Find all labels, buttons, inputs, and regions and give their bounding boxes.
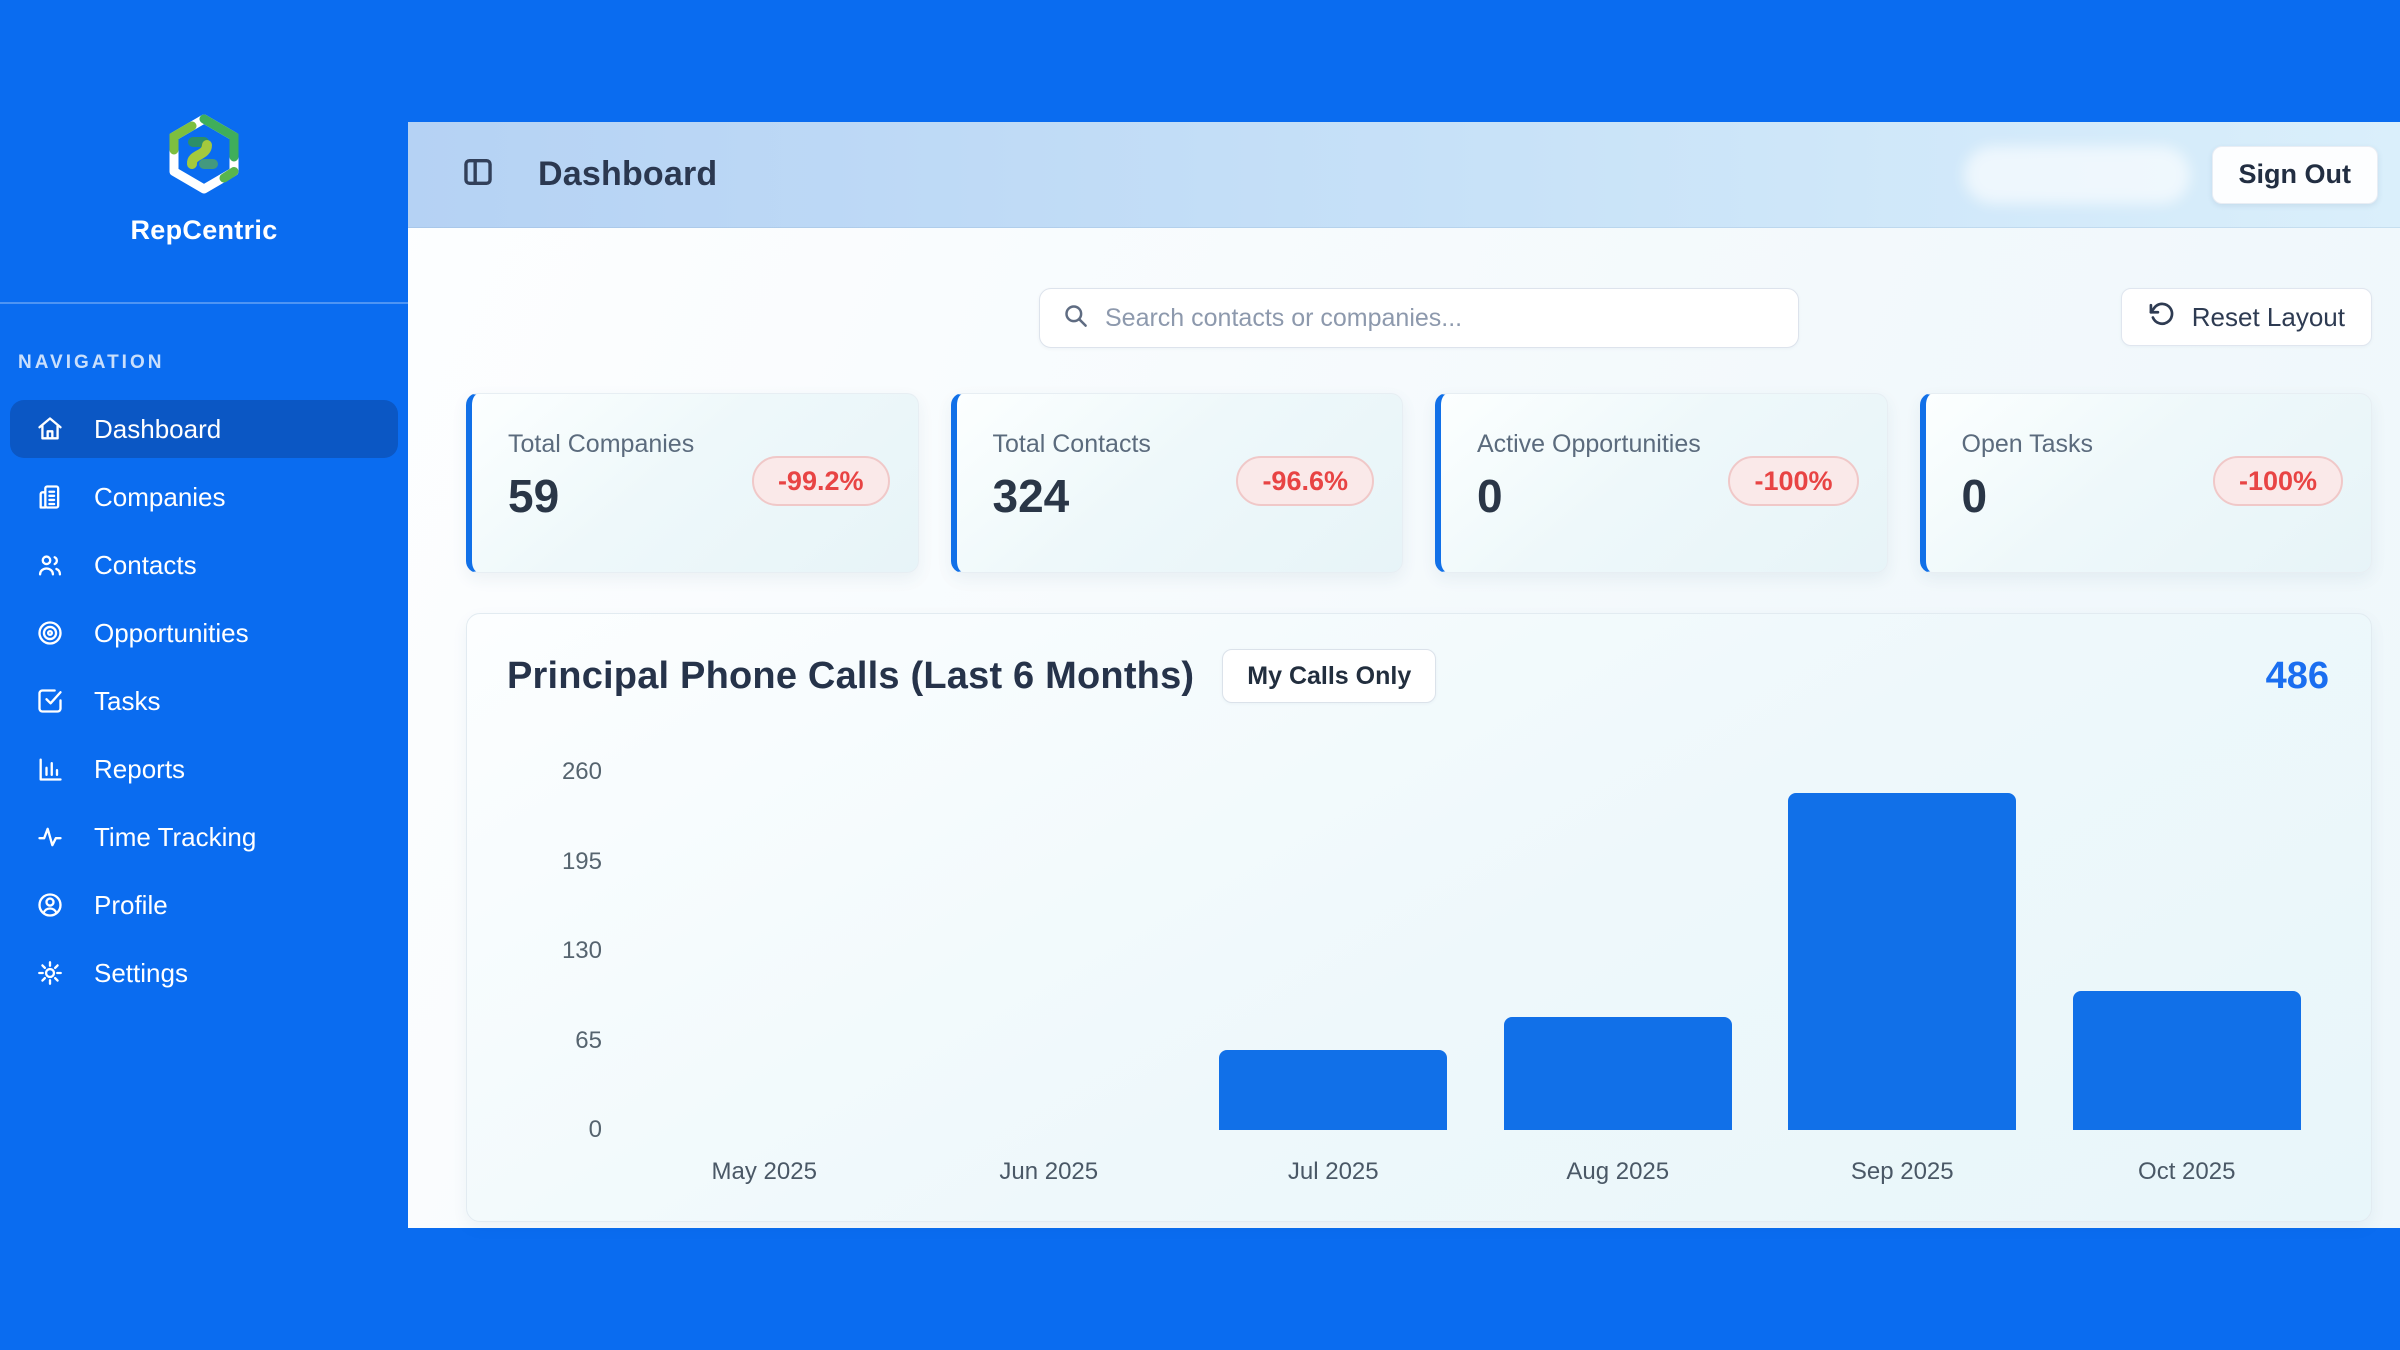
sidebar-item-label: Dashboard <box>94 413 222 444</box>
sidebar-item-contacts[interactable]: Contacts <box>10 536 398 594</box>
chart-bar-slot <box>907 772 1192 1130</box>
sidebar-item-settings[interactable]: Settings <box>10 944 398 1002</box>
sidebar-item-label: Time Tracking <box>94 821 257 852</box>
sidebar: RepCentric NAVIGATION Dashboard Companie… <box>0 0 408 1350</box>
toolbar-row: Reset Layout <box>466 288 2372 348</box>
reset-layout-button[interactable]: Reset Layout <box>2120 288 2372 346</box>
bar-chart: 260 195 130 65 0 <box>507 760 2329 1142</box>
sidebar-item-label: Tasks <box>94 685 161 716</box>
stat-value: 0 <box>1961 470 1988 522</box>
bar-chart-icon <box>36 755 64 783</box>
y-tick: 0 <box>588 1116 602 1143</box>
stat-label: Total Contacts <box>992 430 1151 458</box>
building-icon <box>36 483 64 511</box>
page-title: Dashboard <box>538 155 718 193</box>
stat-card-total-contacts: Total Contacts 324 -96.6% <box>950 393 1403 573</box>
stat-change-badge: -99.2% <box>751 456 890 506</box>
chart-bar-slot <box>1191 772 1476 1130</box>
chart-plot-area <box>622 772 2329 1130</box>
x-tick: Sep 2025 <box>1850 1158 1954 1185</box>
reset-layout-label: Reset Layout <box>2191 301 2345 332</box>
sidebar-item-dashboard[interactable]: Dashboard <box>10 400 398 458</box>
brand-logo-block: RepCentric <box>0 0 408 246</box>
sidebar-item-reports[interactable]: Reports <box>10 740 398 798</box>
chart-bar-aug[interactable] <box>1503 1017 1732 1130</box>
sidebar-nav: Dashboard Companies Contacts Opportuniti… <box>0 400 408 1002</box>
user-email-blurred <box>1963 145 2190 204</box>
stat-card-total-companies: Total Companies 59 -99.2% <box>466 393 919 573</box>
stat-value: 59 <box>508 470 560 522</box>
x-tick: May 2025 <box>711 1158 817 1185</box>
chart-bar-slot <box>622 772 907 1130</box>
my-calls-only-button[interactable]: My Calls Only <box>1222 649 1437 703</box>
brand-name: RepCentric <box>130 215 278 245</box>
stat-change-badge: -100% <box>1728 456 1859 506</box>
y-tick: 260 <box>561 758 602 785</box>
sidebar-item-profile[interactable]: Profile <box>10 876 398 934</box>
sidebar-toggle-button[interactable] <box>458 155 498 195</box>
stat-label: Total Companies <box>508 430 695 458</box>
chart-bar-sep[interactable] <box>1788 792 2017 1130</box>
stat-label: Open Tasks <box>1961 430 2094 458</box>
chart-bar-slot <box>1760 772 2045 1130</box>
sidebar-item-time-tracking[interactable]: Time Tracking <box>10 808 398 866</box>
y-tick: 195 <box>561 847 602 875</box>
sidebar-item-label: Contacts <box>94 549 197 580</box>
sidebar-item-label: Reports <box>94 753 186 784</box>
x-tick: Jun 2025 <box>999 1158 1099 1185</box>
sidebar-item-opportunities[interactable]: Opportunities <box>10 604 398 662</box>
user-circle-icon <box>36 891 64 919</box>
sidebar-item-label: Companies <box>94 481 226 512</box>
y-tick: 130 <box>561 937 602 964</box>
home-icon <box>36 415 64 443</box>
panel-toggle-icon <box>461 155 495 194</box>
stats-row: Total Companies 59 -99.2% Total Contacts… <box>466 393 2372 573</box>
chart-bar-jul[interactable] <box>1219 1050 1448 1130</box>
stat-value: 324 <box>992 470 1070 522</box>
rotate-ccw-icon <box>2148 300 2176 335</box>
stat-change-badge: -100% <box>2212 456 2343 506</box>
sidebar-item-tasks[interactable]: Tasks <box>10 672 398 730</box>
search-icon <box>1062 302 1089 334</box>
y-axis-labels: 260 195 130 65 0 <box>507 760 622 1142</box>
stat-card-active-opportunities: Active Opportunities 0 -100% <box>1435 393 1888 573</box>
x-tick: Oct 2025 <box>2138 1158 2236 1185</box>
x-tick: Jul 2025 <box>1287 1158 1379 1185</box>
dashboard-content: Reset Layout Total Companies 59 -99.2% T… <box>408 288 2400 1222</box>
sidebar-divider <box>0 302 408 304</box>
chart-bar-slot <box>1476 772 1761 1130</box>
x-tick: Aug 2025 <box>1566 1158 1670 1185</box>
top-header-bar: Dashboard Sign Out <box>408 122 2400 228</box>
x-axis-labels: May 2025 Jun 2025 Jul 2025 Aug 2025 Sep … <box>622 1158 2329 1186</box>
stat-change-badge: -96.6% <box>1236 456 1374 506</box>
chart-total-value: 486 <box>2265 654 2329 697</box>
chart-header: Principal Phone Calls (Last 6 Months) My… <box>507 648 2329 704</box>
global-search[interactable] <box>1039 288 1799 348</box>
sign-out-button[interactable]: Sign Out <box>2211 145 2378 204</box>
sidebar-item-label: Opportunities <box>94 617 249 648</box>
sidebar-item-companies[interactable]: Companies <box>10 468 398 526</box>
sidebar-item-label: Settings <box>94 957 188 988</box>
target-icon <box>36 619 64 647</box>
users-icon <box>36 551 64 579</box>
header-right-group: Sign Out <box>1963 145 2378 204</box>
phone-calls-chart-card: Principal Phone Calls (Last 6 Months) My… <box>466 613 2372 1222</box>
activity-icon <box>36 823 64 851</box>
chart-bar-oct[interactable] <box>2072 990 2301 1130</box>
nav-section-label: NAVIGATION <box>18 352 165 373</box>
gear-icon <box>36 959 64 987</box>
y-tick: 65 <box>575 1026 602 1054</box>
stat-card-open-tasks: Open Tasks 0 -100% <box>1919 393 2372 573</box>
chart-bar-slot <box>2045 772 2330 1130</box>
sidebar-item-label: Profile <box>94 889 168 920</box>
stat-label: Active Opportunities <box>1477 430 1701 458</box>
main-panel: Dashboard Sign Out Reset Layout <box>408 122 2400 1228</box>
chart-title: Principal Phone Calls (Last 6 Months) <box>507 654 1195 697</box>
search-input[interactable] <box>1105 303 1776 333</box>
repcentric-logo-icon <box>162 112 246 201</box>
check-square-icon <box>36 687 64 715</box>
stat-value: 0 <box>1477 470 1503 522</box>
